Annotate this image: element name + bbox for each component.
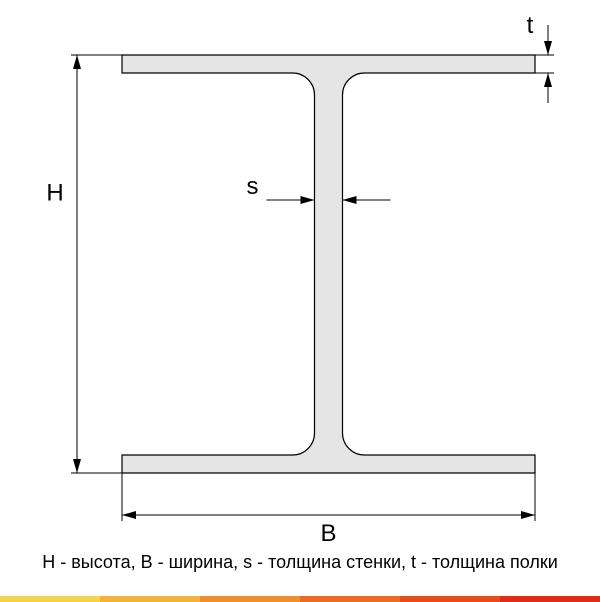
gradient-bar-segment bbox=[300, 596, 400, 602]
gradient-bar-segment bbox=[500, 596, 600, 602]
arrowhead bbox=[73, 459, 81, 473]
arrowhead bbox=[122, 511, 136, 519]
decorative-gradient-bar bbox=[0, 596, 600, 602]
gradient-bar-segment bbox=[200, 596, 300, 602]
arrowhead bbox=[301, 196, 315, 204]
arrowhead bbox=[544, 41, 552, 55]
dimension-s-label: s bbox=[247, 173, 259, 200]
gradient-bar-segment bbox=[100, 596, 200, 602]
i-beam-shape bbox=[122, 55, 535, 473]
gradient-bar-segment bbox=[400, 596, 500, 602]
dimension-t-label: t bbox=[527, 12, 534, 39]
arrowhead bbox=[521, 511, 535, 519]
gradient-bar-segment bbox=[0, 596, 100, 602]
caption-text: H - высота, B - ширина, s - толщина стен… bbox=[42, 552, 558, 572]
dimension-B: B bbox=[122, 473, 535, 547]
arrowhead bbox=[343, 196, 357, 204]
dimension-B-label: B bbox=[320, 520, 336, 547]
arrowhead bbox=[544, 73, 552, 87]
dimension-H: H bbox=[46, 55, 122, 473]
dimension-H-label: H bbox=[46, 179, 63, 206]
arrowhead bbox=[73, 55, 81, 69]
